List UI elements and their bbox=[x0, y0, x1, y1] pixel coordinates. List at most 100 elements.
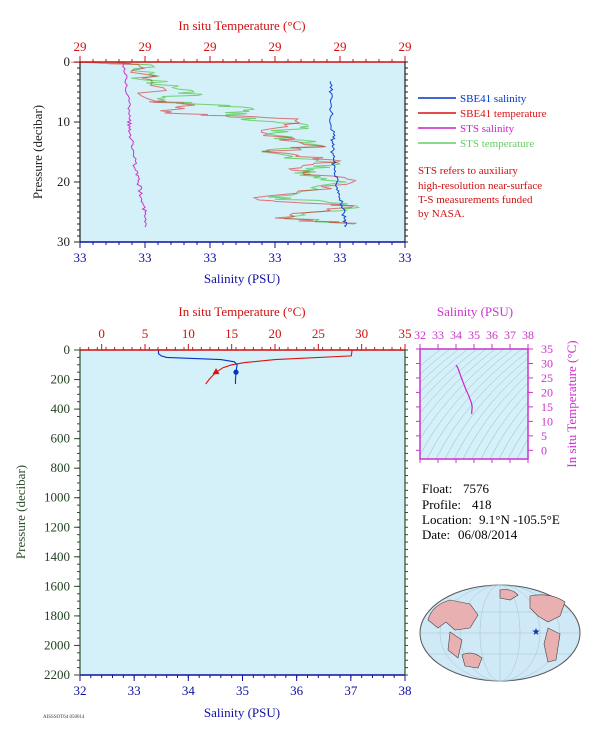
date-label: Date: bbox=[422, 527, 450, 542]
top-salinity-tick-label: 33 bbox=[399, 250, 412, 265]
bottom-pressure-tick-label: 1200 bbox=[44, 519, 70, 534]
bottom-temperature-axis-label: In situ Temperature (°C) bbox=[178, 304, 305, 319]
density-contour bbox=[420, 349, 496, 426]
density-contour bbox=[420, 349, 451, 375]
top-temperature-ticks: 29 29 29 29 29 29 bbox=[74, 39, 412, 62]
note-line: high-resolution near-surface bbox=[418, 180, 542, 192]
top-salinity-tick-label: 33 bbox=[139, 250, 152, 265]
salinity-marker bbox=[233, 369, 239, 375]
bottom-temperature-tick-label: 35 bbox=[399, 326, 412, 341]
bottom-salinity-tick-label: 32 bbox=[74, 683, 87, 698]
ts-temperature-tick-label: 0 bbox=[541, 443, 547, 457]
sts-salinity-line bbox=[122, 61, 148, 228]
bottom-salinity-tick-label: 35 bbox=[236, 683, 249, 698]
temperature-marker bbox=[212, 368, 220, 375]
density-contour bbox=[516, 438, 528, 459]
density-contour bbox=[489, 401, 528, 459]
top-pressure-tick-label: 10 bbox=[57, 114, 70, 129]
top-salinity-tick-label: 33 bbox=[204, 250, 217, 265]
bottom-pressure-tick-label: 600 bbox=[51, 431, 71, 446]
sbe41-salinity-full-line bbox=[157, 350, 238, 384]
bottom-temperature-tick-label: 30 bbox=[355, 326, 368, 341]
bottom-panel: In situ Temperature (°C) 0 5 10 15 20 25 30 35 … bbox=[13, 304, 412, 720]
sbe41-salinity-line bbox=[328, 81, 348, 228]
ts-salinity-axis-label: Salinity (PSU) bbox=[437, 304, 513, 319]
bottom-pressure-axis-label: Pressure (decibar) bbox=[13, 465, 28, 559]
footer-code: AISSSOT64 050014 bbox=[43, 715, 85, 720]
location-value: 9.1°N -105.5°E bbox=[479, 512, 560, 527]
top-salinity-tick-label: 33 bbox=[74, 250, 87, 265]
world-map: ★ bbox=[419, 584, 581, 682]
bottom-salinity-axis-label: Salinity (PSU) bbox=[204, 705, 280, 720]
ts-series-group bbox=[455, 364, 473, 415]
ts-salinity-tick-label: 38 bbox=[522, 328, 534, 342]
bottom-salinity-tick-label: 38 bbox=[399, 683, 412, 698]
ts-salinity-tick-label: 35 bbox=[468, 328, 480, 342]
density-contour bbox=[420, 349, 487, 414]
ts-frame bbox=[419, 348, 529, 460]
sbe41-temperature-line bbox=[71, 61, 357, 225]
bottom-salinity-tick-label: 37 bbox=[344, 683, 358, 698]
top-temperature-axis-label: In situ Temperature (°C) bbox=[178, 18, 305, 33]
bottom-pressure-tick-label: 1000 bbox=[44, 490, 70, 505]
sbe41-temperature-full-line bbox=[205, 349, 353, 385]
ts-temperature-tick-label: 5 bbox=[541, 429, 547, 443]
ts-temperature-tick-label: 30 bbox=[541, 356, 553, 370]
density-contour bbox=[435, 351, 528, 459]
ts-temperature-tick-label: 25 bbox=[541, 371, 553, 385]
ts-salinity-ticks: 32 33 34 35 36 37 38 bbox=[414, 328, 534, 463]
ts-curve-line bbox=[455, 364, 473, 415]
top-temperature-tick-label: 29 bbox=[269, 39, 282, 54]
bottom-pressure-tick-label: 400 bbox=[51, 401, 71, 416]
bottom-pressure-tick-label: 800 bbox=[51, 460, 71, 475]
top-salinity-tick-label: 33 bbox=[334, 250, 347, 265]
top-plot-area bbox=[80, 62, 405, 242]
bottom-pressure-ticks: 0 200 400 600 800 1000 1200 1400 1600 1800 2000 220… bbox=[44, 342, 408, 682]
ts-salinity-tick-label: 32 bbox=[414, 328, 426, 342]
density-contour bbox=[471, 382, 528, 459]
bottom-salinity-tick-label: 33 bbox=[128, 683, 141, 698]
float-location-star-icon: ★ bbox=[532, 627, 541, 638]
top-salinity-axis-label: Salinity (PSU) bbox=[204, 271, 280, 286]
ts-temperature-tick-label: 10 bbox=[541, 414, 553, 428]
legend-entry: STS temperature bbox=[460, 138, 534, 150]
top-panel: In situ Temperature (°C) 29 29 29 29 29 29 33… bbox=[30, 18, 412, 286]
top-pressure-tick-label: 0 bbox=[64, 54, 71, 69]
legend-entry: STS salinity bbox=[460, 123, 515, 135]
legend: SBE41 salinity SBE41 temperature STS salin… bbox=[418, 93, 547, 150]
top-salinity-tick-label: 33 bbox=[269, 250, 282, 265]
profile-label: Profile: bbox=[422, 497, 461, 512]
bottom-temperature-tick-label: 25 bbox=[312, 326, 325, 341]
density-contour bbox=[420, 349, 469, 393]
density-contour bbox=[426, 349, 523, 459]
bottom-temperature-tick-label: 5 bbox=[142, 326, 149, 341]
top-temperature-tick-label: 29 bbox=[334, 39, 347, 54]
top-pressure-tick-label: 30 bbox=[57, 234, 70, 249]
bottom-pressure-tick-label: 2200 bbox=[44, 667, 70, 682]
legend-entry: SBE41 temperature bbox=[460, 108, 547, 120]
float-label: Float: bbox=[422, 481, 452, 496]
ts-temperature-tick-label: 20 bbox=[541, 385, 553, 399]
top-salinity-ticks: 33 33 33 33 33 33 bbox=[74, 242, 412, 265]
sts-temperature-line bbox=[96, 61, 360, 225]
density-contour bbox=[453, 365, 528, 459]
note-line: T-S measurements funded bbox=[418, 194, 533, 206]
bottom-plot-area bbox=[80, 350, 405, 675]
bottom-pressure-tick-label: 1600 bbox=[44, 578, 70, 593]
density-contour bbox=[462, 373, 528, 459]
ts-temperature-tick-label: 15 bbox=[541, 400, 553, 414]
density-contour bbox=[480, 391, 528, 459]
bottom-salinity-tick-label: 36 bbox=[290, 683, 304, 698]
bottom-salinity-ticks: 32 33 34 35 36 37 38 bbox=[74, 675, 412, 698]
top-temperature-tick-label: 29 bbox=[74, 39, 87, 54]
top-temperature-tick-label: 29 bbox=[399, 39, 412, 54]
density-contour bbox=[420, 349, 442, 367]
bottom-pressure-tick-label: 200 bbox=[51, 372, 71, 387]
ts-temperature-axis-label: In situ Temperature (°C) bbox=[564, 340, 579, 467]
density-contour bbox=[420, 349, 460, 384]
density-contour bbox=[420, 349, 505, 440]
top-pressure-tick-label: 20 bbox=[57, 174, 70, 189]
bottom-temperature-tick-label: 0 bbox=[98, 326, 105, 341]
